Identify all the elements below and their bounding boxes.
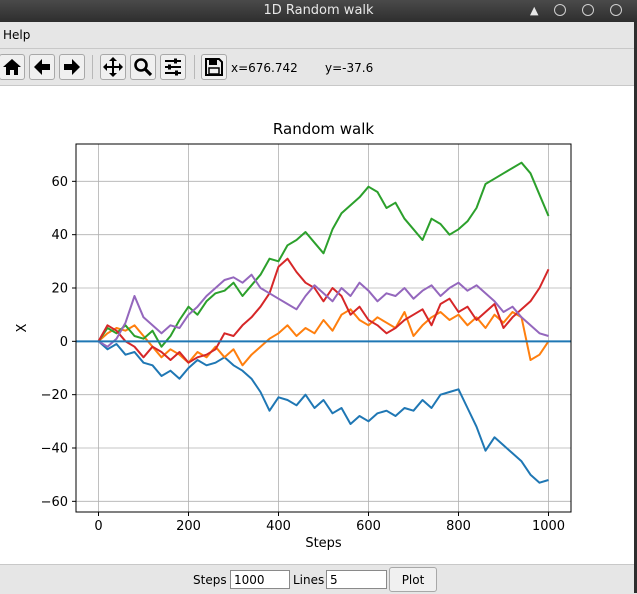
- x-tick-label: 0: [94, 519, 102, 534]
- series-line-5: [97, 273, 549, 348]
- y-tick-label: 0: [60, 335, 68, 350]
- save-button[interactable]: [201, 54, 227, 80]
- x-tick-label: 600: [356, 519, 381, 534]
- maximize-window-icon[interactable]: [582, 4, 594, 16]
- navigation-toolbar: x=676.742 y=-37.6: [0, 49, 637, 86]
- toolbar-separator: [92, 55, 93, 79]
- forward-button[interactable]: [59, 54, 85, 80]
- random-walk-chart[interactable]: 0 200 400 600 800 1000 −60 −40 −20 0 20 40 60 Random …: [0, 86, 637, 564]
- back-button[interactable]: [29, 54, 55, 80]
- zoom-icon: [134, 58, 153, 77]
- y-coordinate-readout: y=-37.6: [325, 61, 374, 75]
- pan-button[interactable]: [100, 54, 126, 80]
- save-icon: [205, 58, 223, 76]
- window-title-bar: 1D Random walk ▲: [0, 0, 637, 22]
- close-window-icon[interactable]: [610, 4, 622, 16]
- minimize-window-icon[interactable]: [554, 4, 566, 16]
- y-tick-label: −40: [41, 442, 68, 457]
- home-icon: [3, 59, 21, 75]
- menu-bar: Help: [0, 22, 637, 49]
- configure-subplots-button[interactable]: [160, 54, 186, 80]
- shade-window-icon[interactable]: ▲: [530, 4, 539, 17]
- lines-input[interactable]: [326, 570, 387, 589]
- chart-title: Random walk: [273, 120, 374, 138]
- x-coordinate-readout: x=676.742: [231, 61, 298, 75]
- series-line-2: [97, 308, 550, 367]
- x-axis-label: Steps: [305, 536, 342, 551]
- plot-canvas[interactable]: 0 200 400 600 800 1000 −60 −40 −20 0 20 40 60 Random …: [0, 86, 637, 564]
- configure-subplots-icon: [165, 58, 181, 76]
- y-tick-label: 60: [51, 175, 68, 190]
- y-axis-label: X: [15, 323, 30, 332]
- y-tick-label: −60: [41, 495, 68, 510]
- x-tick-label: 200: [176, 519, 201, 534]
- series-line-1: [97, 340, 549, 484]
- window-border: [634, 22, 637, 593]
- steps-input[interactable]: [230, 570, 290, 589]
- x-tick-label: 400: [266, 519, 291, 534]
- controls-bar: Steps Lines Plot: [0, 564, 637, 594]
- menu-help[interactable]: Help: [3, 28, 31, 42]
- back-arrow-icon: [34, 59, 50, 75]
- zoom-button[interactable]: [130, 54, 156, 80]
- forward-arrow-icon: [64, 59, 80, 75]
- plot-frame: [75, 143, 572, 513]
- y-tick-label: 20: [51, 282, 68, 297]
- toolbar-separator: [194, 55, 195, 79]
- plot-button[interactable]: Plot: [389, 567, 437, 592]
- series-line-3: [97, 161, 550, 348]
- lines-label: Lines: [293, 573, 325, 587]
- y-tick-label: −20: [41, 388, 68, 403]
- x-tick-label: 800: [446, 519, 471, 534]
- pan-icon: [103, 57, 123, 77]
- y-tick-label: 40: [51, 228, 68, 243]
- steps-label: Steps: [193, 573, 227, 587]
- window-title: 1D Random walk: [263, 3, 374, 18]
- x-tick-label: 1000: [532, 519, 565, 534]
- home-button[interactable]: [0, 54, 25, 80]
- series-line-4: [97, 257, 550, 364]
